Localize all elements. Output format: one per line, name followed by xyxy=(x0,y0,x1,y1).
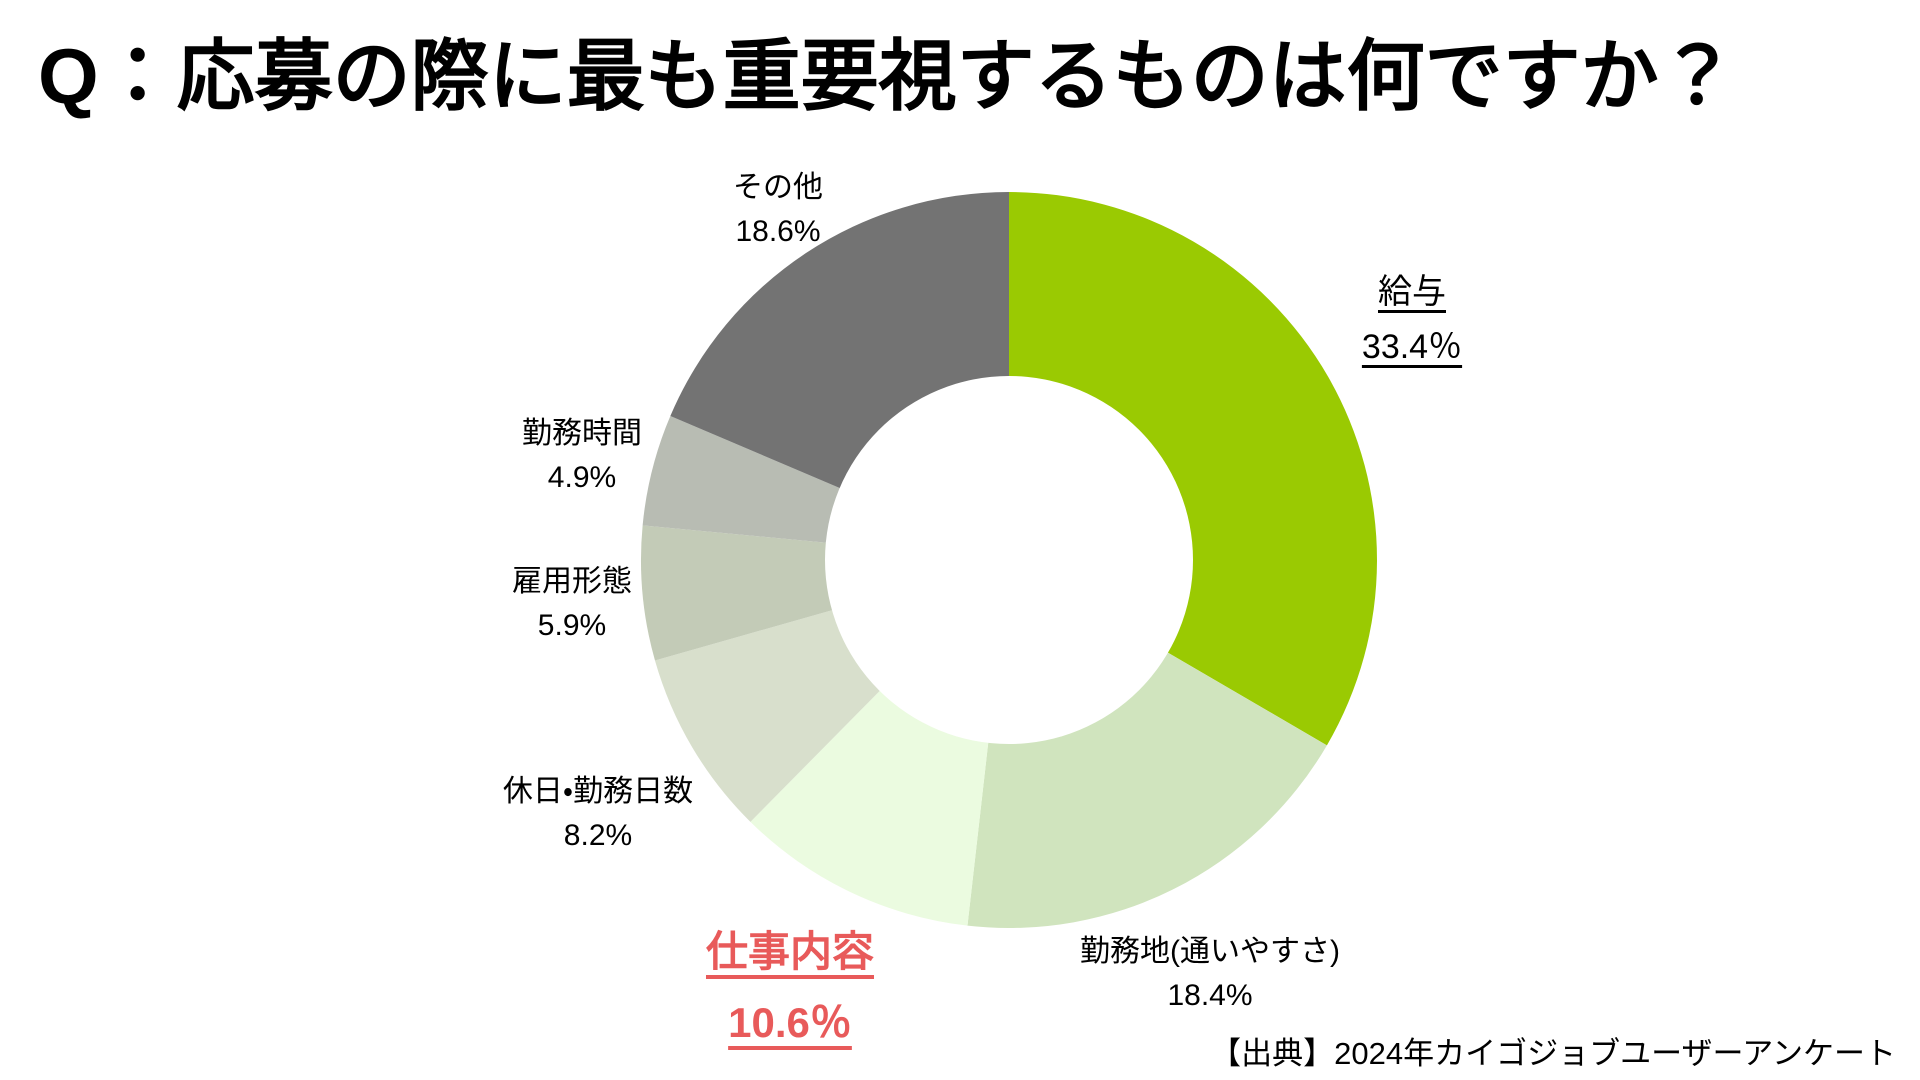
label-other: その他 18.6% xyxy=(733,166,823,253)
label-holidays-value: 8.2% xyxy=(563,818,633,852)
label-salary: 給与 33.4％ xyxy=(1356,268,1468,379)
label-location-value: 18.4% xyxy=(1167,978,1253,1012)
label-holidays-name: 休日・勤務日数 xyxy=(502,775,694,808)
label-other-name: その他 xyxy=(733,171,823,204)
label-employment-type-value: 5.9% xyxy=(537,608,607,642)
page-title: Q：応募の際に最も重要視するものは何ですか？ xyxy=(38,32,1737,120)
source-credit: 【出典】2024年カイゴジョブユーザーアンケート xyxy=(1210,1036,1896,1071)
donut-hole xyxy=(825,376,1193,744)
label-salary-name: 給与 xyxy=(1378,273,1446,311)
label-working-hours-value: 4.9% xyxy=(547,460,617,494)
label-location: 勤務地(通いやすさ) 18.4% xyxy=(1080,930,1340,1017)
label-working-hours: 勤務時間 4.9% xyxy=(522,412,642,499)
label-employment-type: 雇用形態 5.9% xyxy=(512,560,632,647)
label-salary-value: 33.4％ xyxy=(1361,328,1463,367)
label-job-content-value: 10.6％ xyxy=(728,999,852,1046)
label-location-name: 勤務地(通いやすさ) xyxy=(1080,935,1340,968)
label-job-content: 仕事内容 10.6％ xyxy=(702,920,878,1062)
label-working-hours-name: 勤務時間 xyxy=(522,417,642,450)
label-holidays: 休日・勤務日数 8.2% xyxy=(503,770,693,857)
label-job-content-name: 仕事内容 xyxy=(705,928,875,975)
label-other-value: 18.6% xyxy=(735,214,821,248)
label-employment-type-name: 雇用形態 xyxy=(512,565,632,598)
